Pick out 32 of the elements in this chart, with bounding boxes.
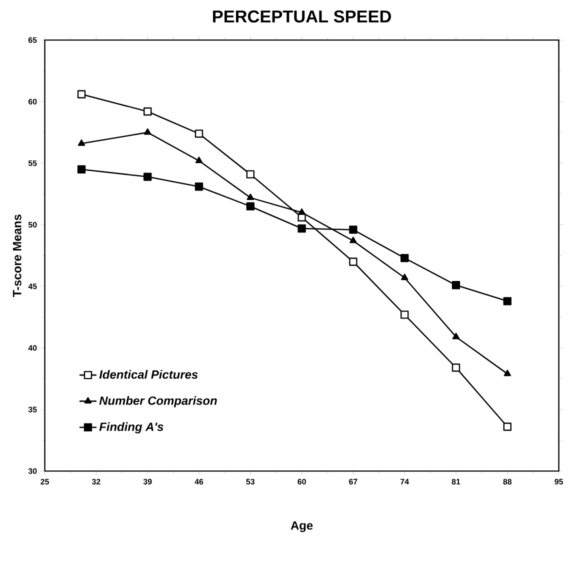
- legend-label: Number Comparison: [99, 396, 217, 408]
- point: [246, 194, 254, 200]
- point: [298, 224, 306, 233]
- legend-label: Identical Pictures: [99, 370, 198, 379]
- point: [144, 128, 152, 135]
- legend-label: Finding A's: [99, 422, 164, 434]
- point: [504, 370, 512, 376]
- x-axis-title: Age: [290, 521, 313, 532]
- point: [195, 156, 203, 164]
- point: [246, 202, 254, 210]
- point: [452, 281, 460, 290]
- point: [77, 90, 86, 98]
- point: [78, 139, 86, 146]
- point: [194, 182, 204, 191]
- point: [503, 297, 512, 306]
- point: [298, 208, 306, 215]
- point: [144, 172, 152, 181]
- y-axis-title: T-score Means: [12, 214, 22, 297]
- point: [503, 422, 512, 431]
- point: [246, 170, 254, 178]
- point: [400, 254, 409, 262]
- point: [452, 364, 460, 372]
- chart-title: PERCEPTUAL SPEED: [213, 10, 391, 23]
- point: [452, 332, 460, 340]
- point: [349, 226, 358, 234]
- point: [349, 258, 358, 266]
- point: [144, 107, 152, 116]
- point: [350, 236, 357, 244]
- point: [400, 310, 409, 319]
- point: [400, 274, 408, 280]
- point: [77, 165, 86, 174]
- point: [194, 130, 204, 138]
